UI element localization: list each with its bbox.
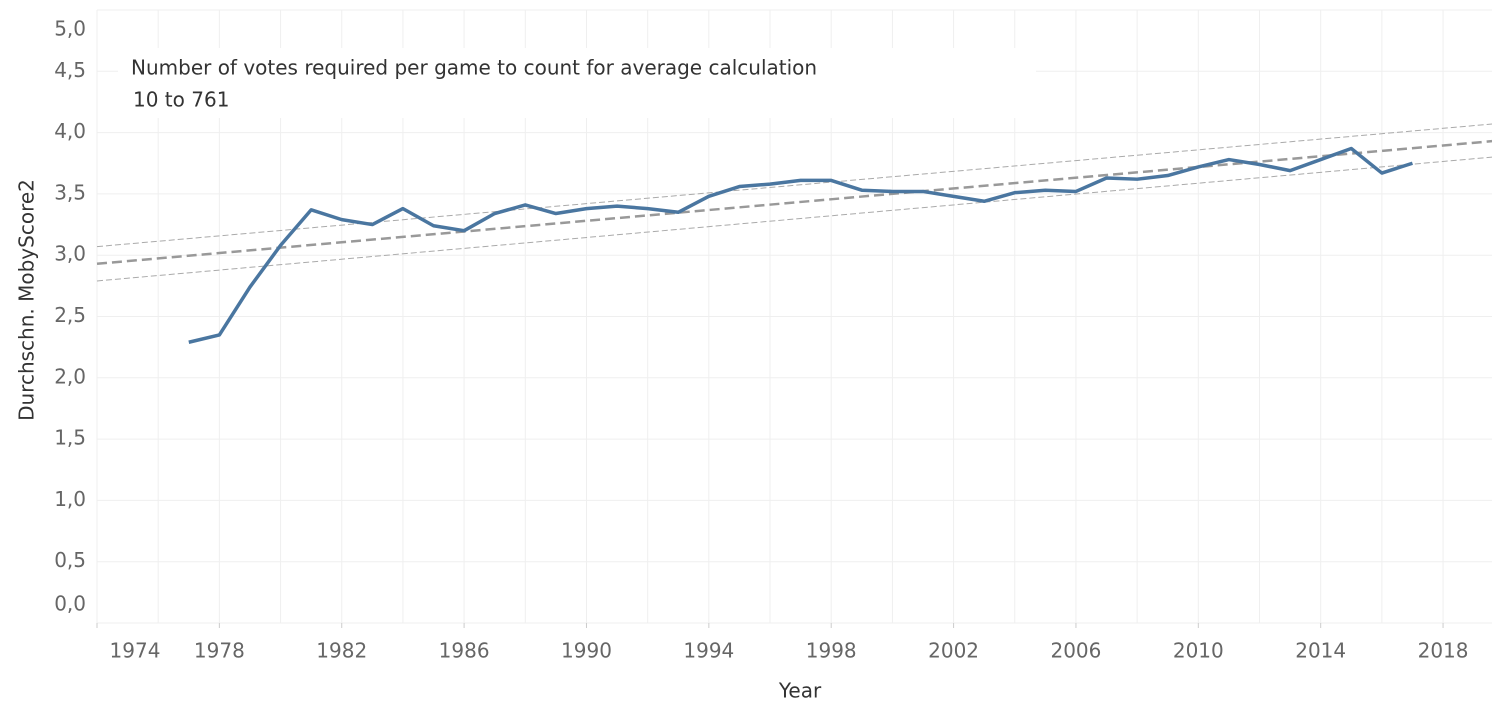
y-tick-label: 0,0 xyxy=(54,592,86,616)
y-tick-label: 4,5 xyxy=(54,58,86,82)
annotation-title: Number of votes required per game to cou… xyxy=(131,56,817,80)
x-tick-label: 1998 xyxy=(806,639,857,663)
x-tick-label: 1982 xyxy=(316,639,367,663)
x-tick-label: 2002 xyxy=(928,639,979,663)
trend-line xyxy=(96,139,1492,266)
x-tick-label: 1994 xyxy=(683,639,734,663)
x-tick-label: 1990 xyxy=(561,639,612,663)
data-line xyxy=(188,146,1413,344)
y-tick-label: 2,0 xyxy=(54,364,86,388)
trend-line xyxy=(96,123,1492,248)
y-tick-label: 0,5 xyxy=(54,548,86,572)
y-tick-label: 5,0 xyxy=(54,17,86,41)
y-tick-label: 1,5 xyxy=(54,426,86,450)
x-tick-label: 2010 xyxy=(1173,639,1224,663)
x-axis-title: Year xyxy=(778,679,822,703)
y-tick-label: 1,0 xyxy=(54,487,86,511)
y-axis-title: Durchschn. MobyScore2 xyxy=(15,179,39,421)
y-tick-label: 4,0 xyxy=(54,119,86,143)
trend-line xyxy=(96,156,1492,282)
x-tick-label: 2014 xyxy=(1295,639,1346,663)
y-tick-label: 2,5 xyxy=(54,303,86,327)
x-tick-label: 2018 xyxy=(1418,639,1469,663)
plot xyxy=(96,123,1492,344)
x-tick-label: 1978 xyxy=(194,639,245,663)
x-tick-label: 1974 xyxy=(110,639,161,663)
y-tick-label: 3,5 xyxy=(54,180,86,204)
y-tick-label: 3,0 xyxy=(54,242,86,266)
x-tick-label: 2006 xyxy=(1050,639,1101,663)
annotation-subtitle: 10 to 761 xyxy=(133,88,229,112)
x-tick-label: 1986 xyxy=(439,639,490,663)
annotation-box xyxy=(118,48,1036,118)
